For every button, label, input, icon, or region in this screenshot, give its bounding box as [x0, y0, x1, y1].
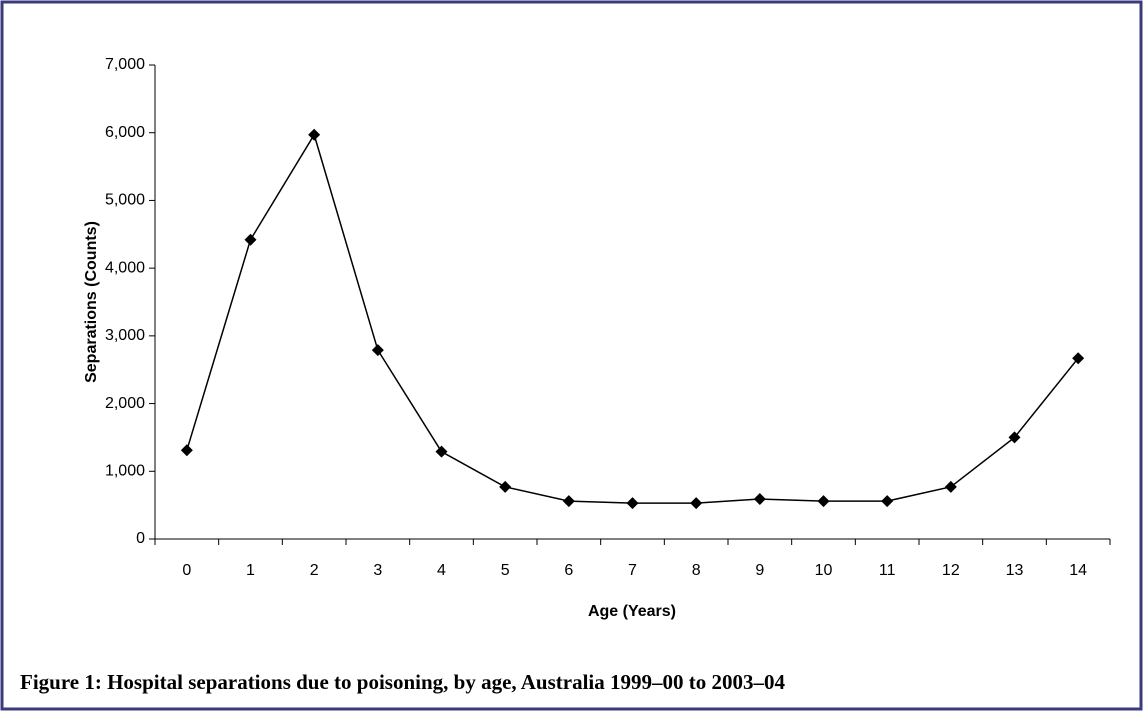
marker [1008, 431, 1021, 444]
y-tick-label: 5,000 [105, 192, 145, 209]
x-tick-label: 1 [246, 562, 255, 579]
marker [180, 444, 193, 457]
y-tick-label: 0 [136, 530, 145, 547]
marker [499, 480, 512, 493]
marker [626, 497, 639, 510]
marker [308, 128, 321, 141]
y-tick-label: 2,000 [105, 395, 145, 412]
x-tick-label: 8 [692, 562, 701, 579]
x-tick-label: 6 [564, 562, 573, 579]
x-tick-label: 10 [815, 562, 833, 579]
marker [562, 495, 575, 508]
x-tick-label: 11 [879, 562, 896, 579]
caption: Figure 1: Hospital separations due to po… [20, 670, 786, 694]
marker [244, 233, 257, 246]
x-tick-label: 4 [437, 562, 446, 579]
x-tick-label: 0 [182, 562, 191, 579]
y-tick-label: 4,000 [105, 259, 145, 276]
x-tick-label: 7 [628, 562, 637, 579]
marker [881, 495, 894, 508]
x-tick-label: 14 [1069, 562, 1087, 579]
marker [753, 493, 766, 506]
y-tick-label: 1,000 [105, 463, 145, 480]
marker [371, 344, 384, 357]
y-tick-label: 3,000 [105, 327, 145, 344]
y-tick-label: 6,000 [105, 124, 145, 141]
marker [817, 495, 830, 508]
marker [944, 480, 957, 493]
y-axis-title: Separations (Counts) [83, 221, 100, 383]
x-axis-title: Age (Years) [588, 603, 676, 620]
x-tick-label: 12 [942, 562, 960, 579]
x-tick-label: 3 [373, 562, 382, 579]
x-tick-label: 2 [310, 562, 319, 579]
x-tick-label: 13 [1006, 562, 1024, 579]
marker [690, 497, 703, 510]
x-tick-label: 5 [501, 562, 510, 579]
y-tick-label: 7,000 [105, 56, 145, 73]
x-tick-label: 9 [755, 562, 764, 579]
marker [1072, 352, 1085, 365]
line [186, 132, 1079, 504]
marker [435, 445, 448, 458]
